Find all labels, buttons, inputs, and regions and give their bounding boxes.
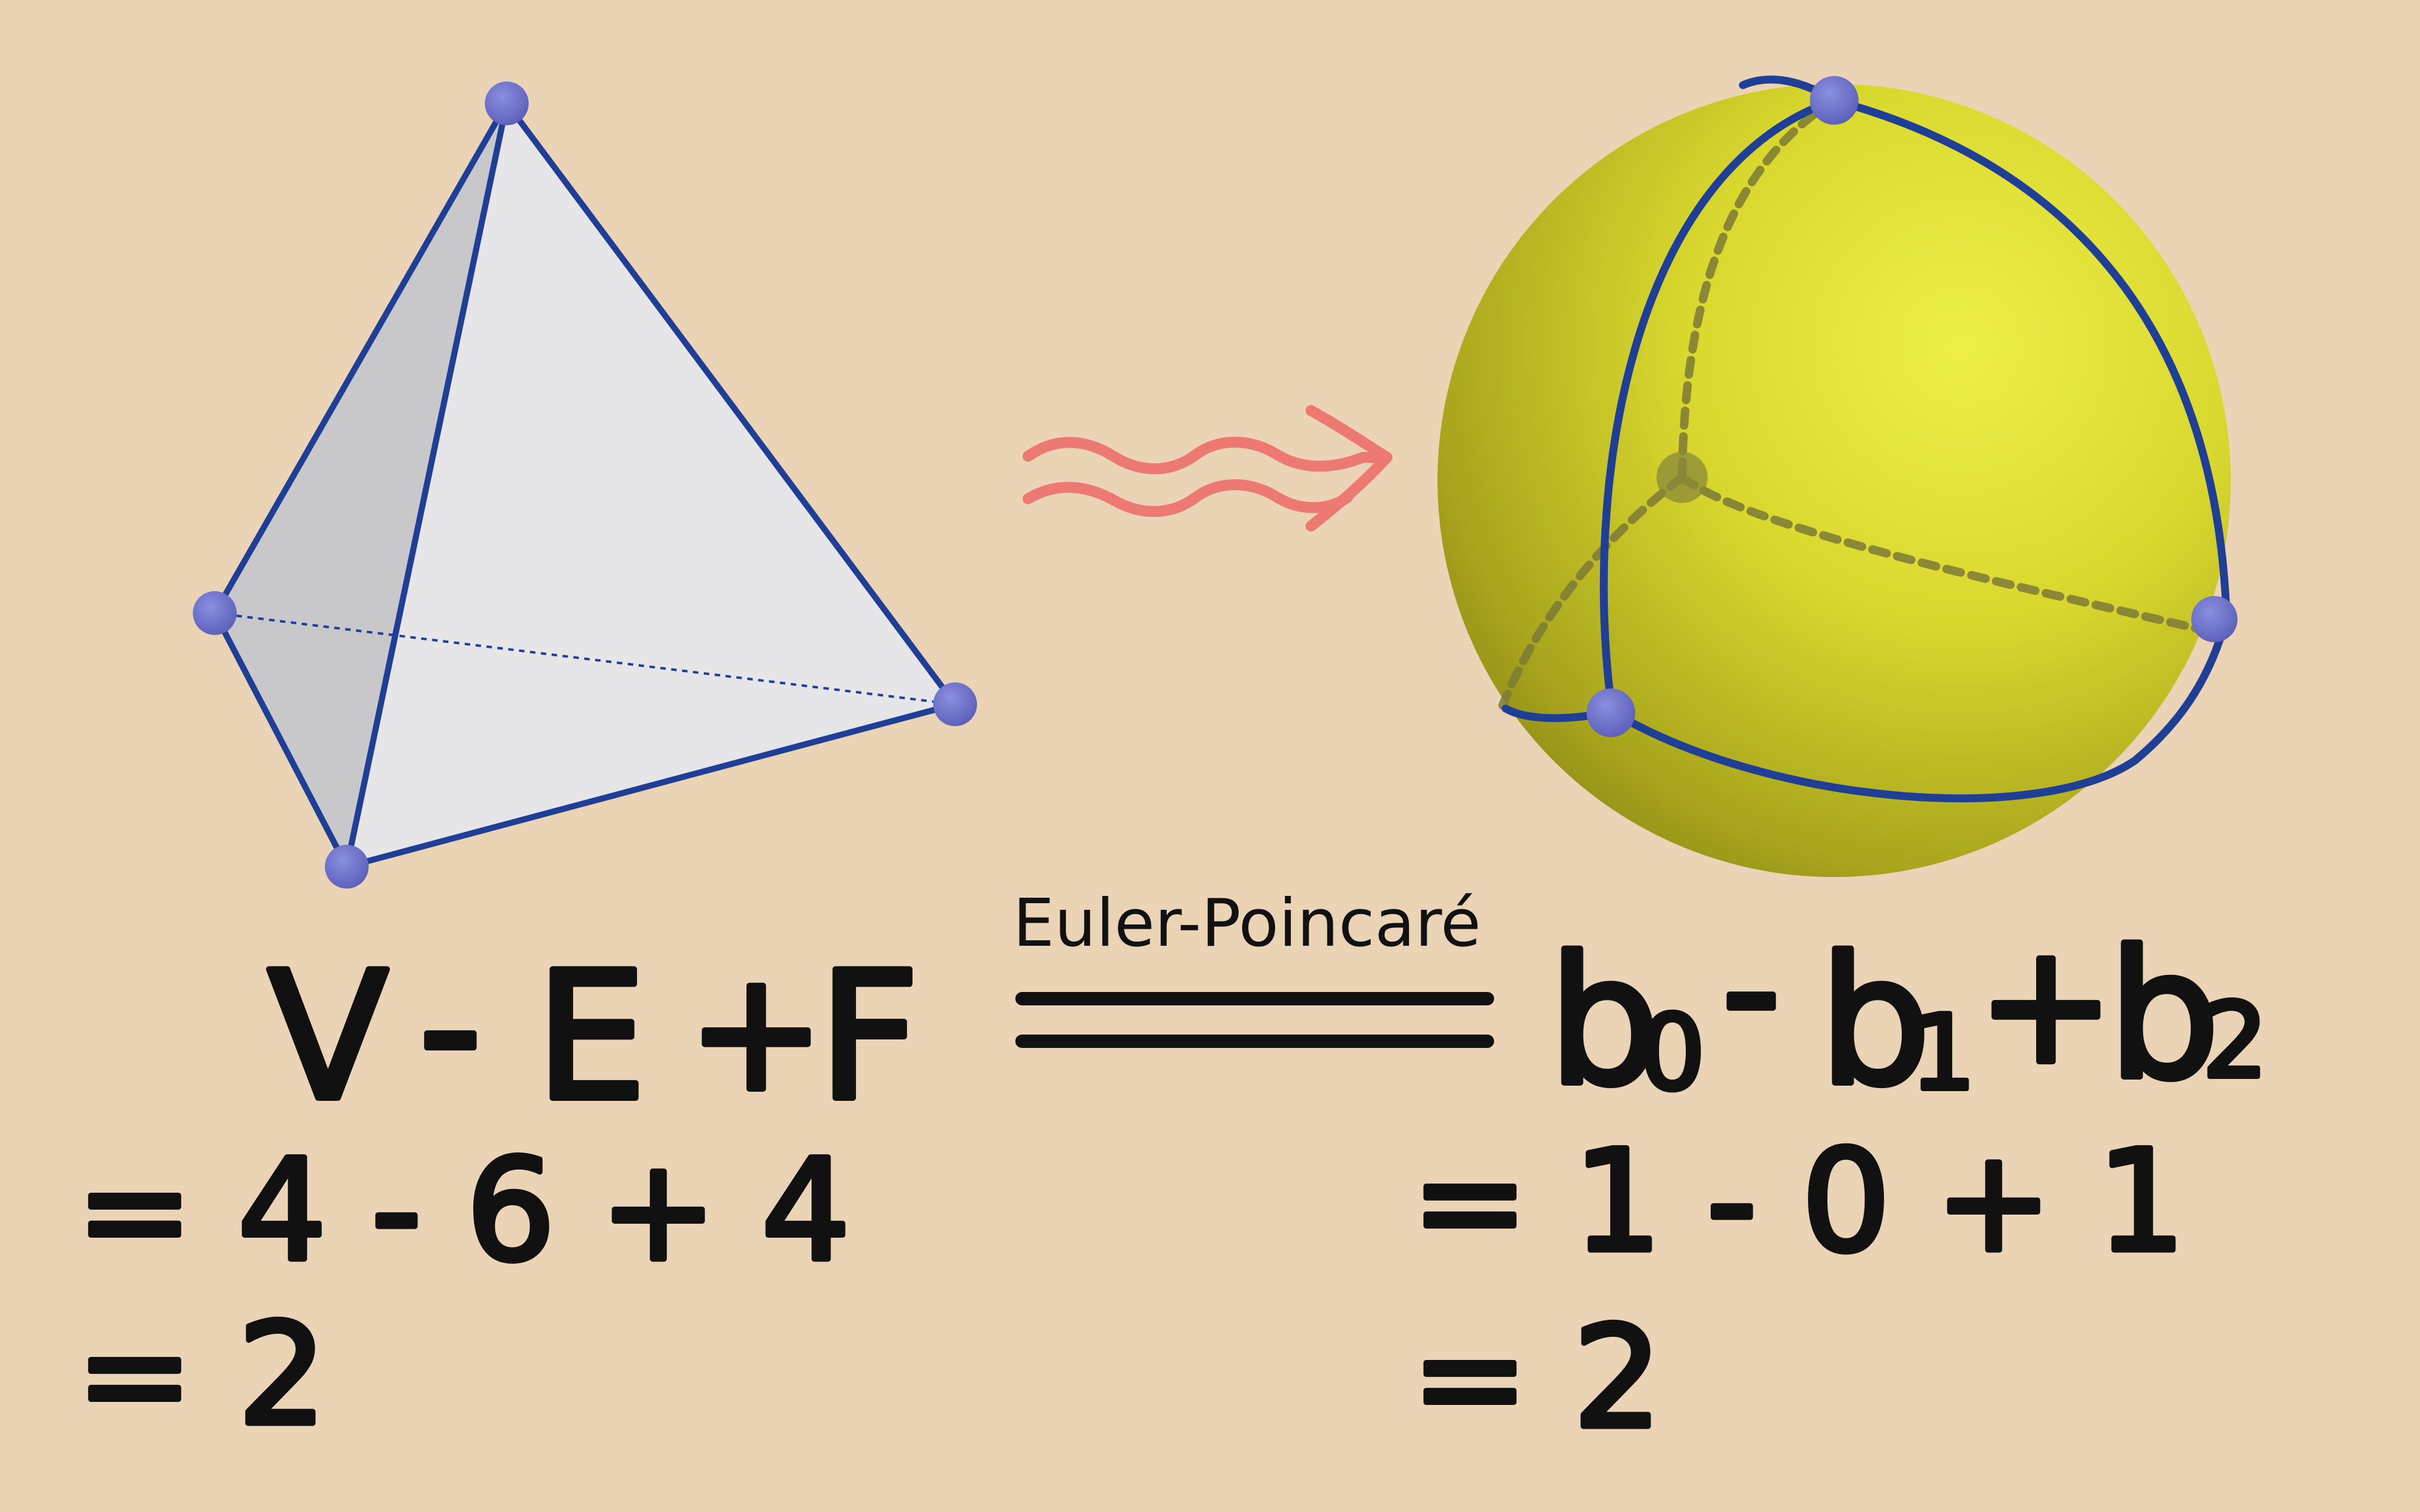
symbol-plus: + — [1977, 909, 2115, 1100]
tetrahedron-edge — [212, 610, 350, 870]
tetrahedron-vertex — [485, 81, 529, 125]
arrow-head — [1306, 405, 1393, 532]
tetrahedron-front-face — [347, 103, 955, 867]
symbol-V: V — [268, 935, 389, 1140]
arrow-wave-lower — [1023, 479, 1353, 517]
symbol-minus: - — [1722, 893, 1781, 1085]
symbol-E: E — [535, 935, 647, 1140]
sphere-vertex — [1810, 76, 1858, 125]
long-equals-sign — [1015, 992, 1494, 1048]
left-row-result: = 2 — [76, 1294, 327, 1457]
sphere-edge — [1608, 613, 2231, 803]
tetrahedron-hidden-edge — [214, 612, 956, 706]
symbol-plus: + — [687, 936, 825, 1128]
arrow-wave-upper — [1023, 437, 1386, 474]
tetrahedron-vertex — [933, 682, 977, 726]
symbol-minus: - — [419, 926, 482, 1131]
symbol-b0: b — [1548, 920, 1660, 1125]
tetrahedron-vertex — [193, 591, 237, 635]
right-row-values: = 1 - 0 + 1 — [1411, 1121, 2186, 1283]
subscript-0: 0 — [1639, 993, 1705, 1114]
sphere-body — [1438, 84, 2231, 877]
euler-poincare-label: Euler-Poincaré — [1013, 886, 1481, 962]
left-formula: V - E + F = 4 - 6 + 4 = 2 — [74, 923, 923, 1460]
left-row-values: = 4 - 6 + 4 — [76, 1130, 850, 1292]
tetrahedron-left-face — [215, 103, 507, 867]
subscript-1: 1 — [1910, 993, 1976, 1114]
deformation-arrow — [1023, 405, 1393, 532]
sphere-vertex-hidden — [1657, 452, 1708, 503]
sphere — [1438, 75, 2237, 877]
symbol-b2: b — [2108, 914, 2220, 1118]
sphere-edge — [1830, 96, 2231, 622]
tetrahedron-edge — [212, 100, 510, 616]
sphere-hidden-edge — [1678, 96, 1838, 482]
sphere-edge — [1599, 96, 1838, 716]
sphere-hidden-edge — [1498, 473, 1686, 710]
right-formula: b 0 - b 1 + b 2 = 1 - 0 + 1 = 2 — [1409, 890, 2271, 1463]
tetrahedron — [193, 81, 977, 889]
symbol-b1: b — [1819, 920, 1931, 1125]
sphere-hidden-edge — [1678, 473, 2219, 637]
subscript-2: 2 — [2202, 981, 2268, 1101]
sphere-vertex — [1587, 688, 1635, 737]
symbol-F: F — [818, 935, 920, 1140]
tetrahedron-edge — [344, 100, 510, 870]
sphere-vertex — [2191, 596, 2237, 642]
right-row-result: = 2 — [1411, 1297, 1662, 1460]
tetrahedron-vertex — [325, 845, 369, 889]
tetrahedron-edge — [504, 100, 958, 707]
tetrahedron-edge — [344, 701, 958, 870]
